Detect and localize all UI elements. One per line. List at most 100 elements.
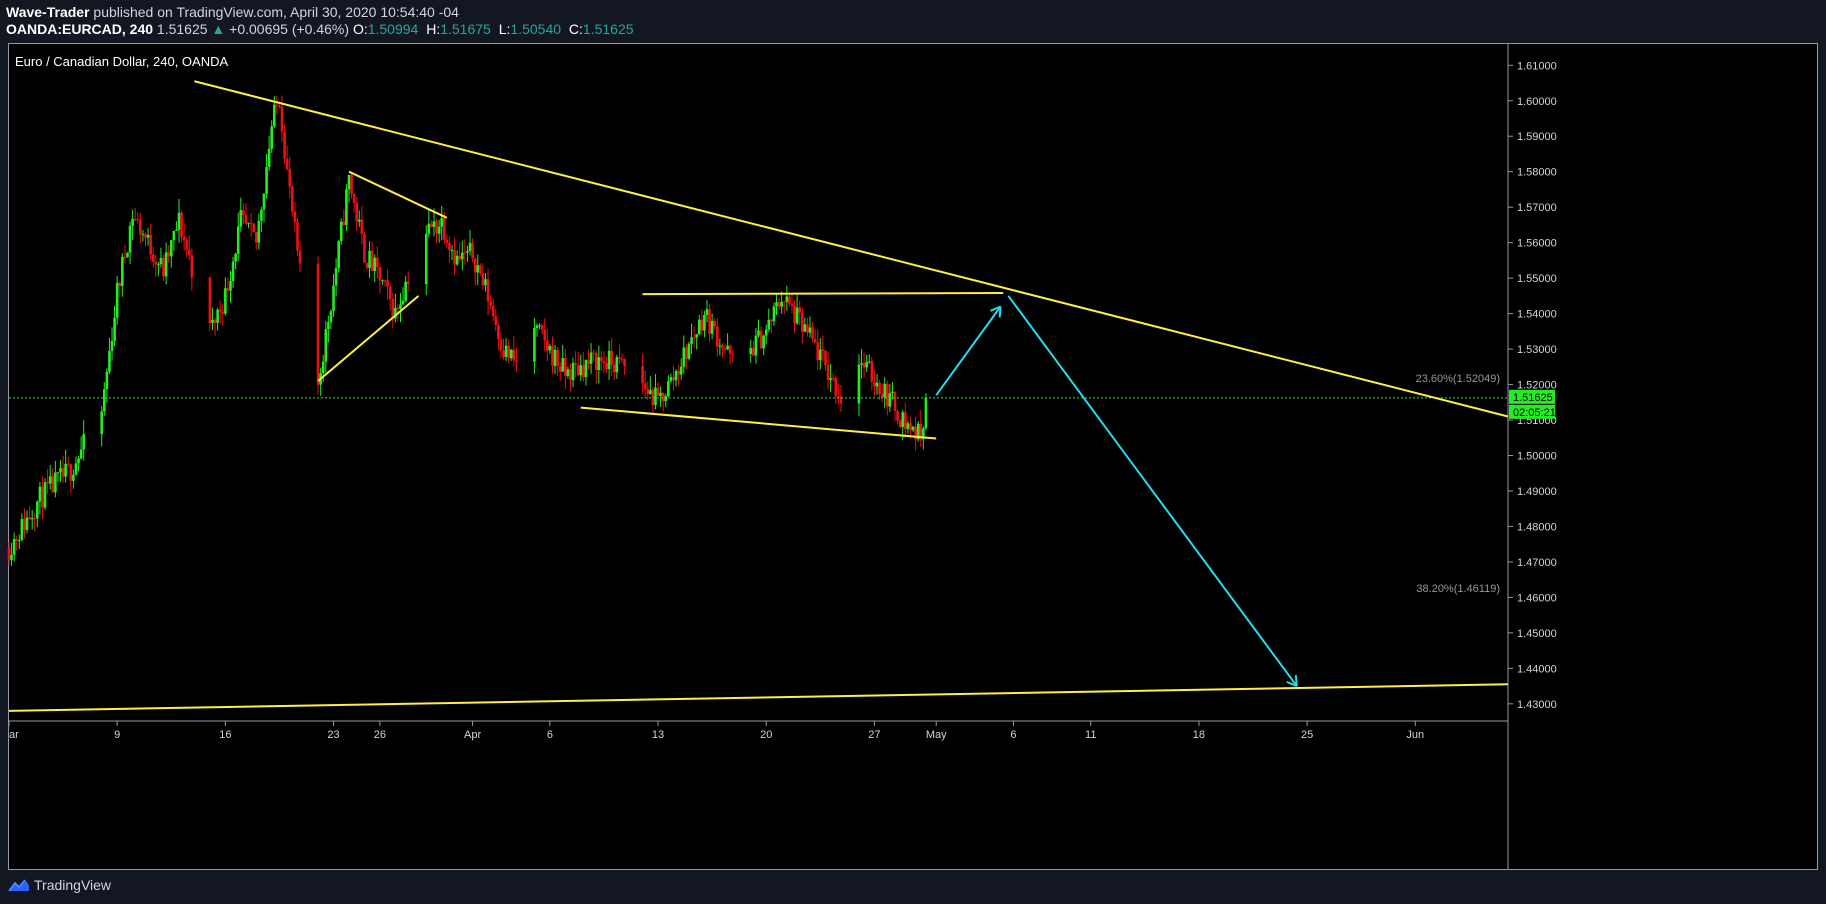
candle-up [110,340,114,351]
candle-down [33,518,37,520]
candle-down [471,242,474,259]
candle-down [813,338,817,343]
candle-up [141,234,145,236]
candle-down [66,463,70,465]
candle-up [401,300,405,305]
candle-up [357,219,361,222]
candle-up [48,476,52,484]
candle-down [293,211,297,222]
candle-down [759,330,763,349]
candle-up [697,319,701,335]
candle-down [885,383,889,407]
candle-up [54,472,57,493]
candle-down [406,281,410,285]
candle-down [291,186,294,212]
candlestick-chart[interactable]: 1.61000 1.60000 1.59000 1.58000 1.57000 1.560… [0,0,1826,870]
candle-down [23,518,26,530]
candle-down [896,410,899,421]
candle-down [187,249,191,256]
chart-frame[interactable] [8,43,1818,870]
candle-down [28,517,31,520]
symbol-label[interactable]: OANDA:EURCAD, 240 [6,21,154,37]
candle-down [862,363,866,368]
candle-down [777,302,781,307]
candle-up [535,325,539,329]
candle-down [479,265,482,274]
price-tick-label: 1.52000 [1517,380,1557,392]
candle-up [74,463,78,475]
candle-down [149,234,152,255]
candle-up [265,166,268,194]
candle-down [677,370,680,375]
change-up-icon: ▲ [211,21,226,37]
candle-down [574,362,577,365]
candle-down [587,360,590,364]
candle-up [888,393,892,407]
candle-down [252,223,255,233]
candle-down [275,104,279,106]
candle-up [247,222,250,224]
candle-down [837,395,840,397]
candle-up [916,423,920,440]
candle-down [898,420,902,427]
candle-up [38,486,42,502]
candle-down [473,258,477,273]
candle-down [752,347,755,356]
time-tick-label: 13 [652,729,664,741]
candle-down [285,158,289,169]
time-tick-label: 6 [1010,729,1016,741]
price-tick-label: 1.56000 [1517,238,1557,250]
price-tick-label: 1.46000 [1517,592,1557,604]
time-tick-label: 6 [547,729,553,741]
candle-down [69,464,73,481]
candle-down [643,383,647,390]
candle-down [826,365,830,380]
candle-up [561,358,565,372]
candle-up [695,334,698,338]
high-value: 1.51675 [440,21,491,37]
candle-down [546,340,549,351]
candle-down [618,357,621,359]
candle-down [798,307,802,313]
price-change: +0.00695 (+0.46%) [229,21,350,37]
countdown-tag [1509,404,1555,419]
tradingview-brand[interactable]: TradingView [8,877,111,893]
fib-level-label: 38.20%(1.46119) [1416,583,1500,595]
candle-down [350,174,353,194]
candle-down [582,365,585,378]
candle-down [226,288,230,291]
candle-up [754,335,758,356]
candle-down [800,312,804,332]
candle-down [715,326,719,347]
candle-down [708,309,711,334]
candle-up [679,366,683,375]
time-tick-label: 23 [327,729,339,741]
candle-down [136,219,140,221]
candle-up [126,252,129,258]
candle-down [144,234,147,238]
author-name[interactable]: Wave-Trader [6,4,90,20]
last-price: 1.51625 [156,21,208,37]
candle-up [339,221,343,242]
candle-up [687,343,691,359]
candle-down [641,366,644,384]
price-tick-label: 1.48000 [1517,521,1557,533]
candle-up [705,309,709,315]
open-value: 1.50994 [367,21,419,37]
candle-down [383,280,387,282]
candle-up [157,264,160,266]
candle-down [839,396,843,404]
projection-arrowhead [1294,675,1298,687]
candle-down [620,358,624,360]
candle-down [723,348,727,350]
candle-up [762,335,765,349]
candle-up [867,361,871,363]
candle-down [242,210,245,215]
candle-down [543,329,547,341]
chart-title: Euro / Canadian Dollar, 240, OANDA [15,54,228,69]
brand-name: TradingView [34,877,112,893]
candle-down [914,426,917,440]
candle-down [811,327,814,339]
candle-down [182,236,186,241]
candle-up [172,230,176,241]
